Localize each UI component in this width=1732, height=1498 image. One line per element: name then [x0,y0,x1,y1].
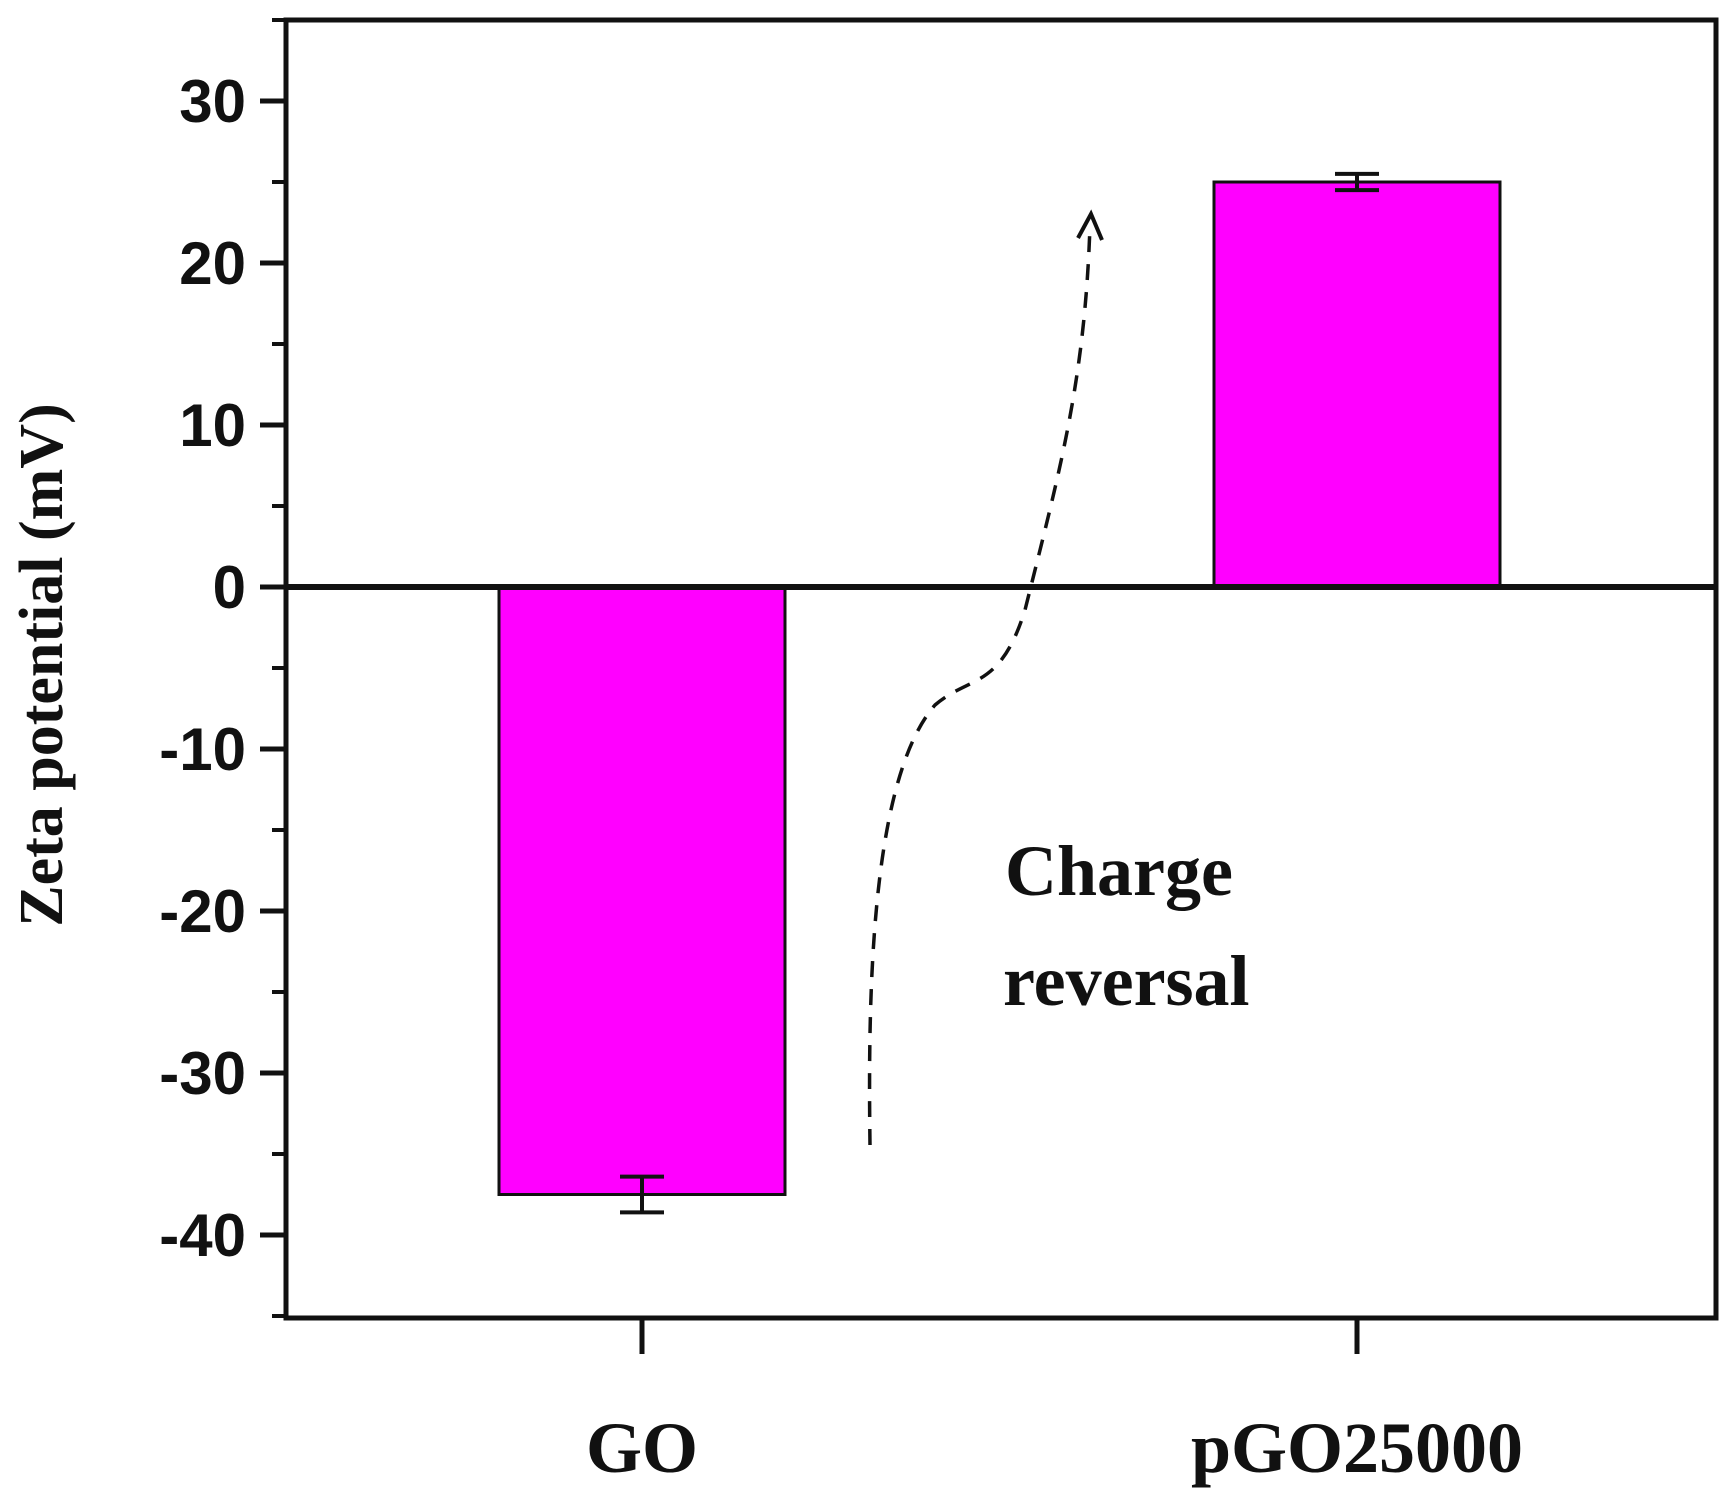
charge-reversal-arrow [867,224,1092,1146]
y-axis-title: Zeta potential (mV) [8,403,76,926]
y-tick-label: -20 [159,878,246,945]
y-tick-label: -10 [159,716,246,783]
x-tick-label-go: GO [586,1408,698,1488]
error-bars-group [620,171,1379,1215]
annotation-reversal: reversal [1003,941,1250,1021]
bar-go [497,585,787,1196]
x-tick-label-pgo25000: pGO25000 [1191,1408,1523,1488]
y-tick-label: -30 [159,1040,246,1107]
y-tick-label: -40 [159,1202,246,1269]
y-axis: 30 20 10 0 -10 -20 -30 -40 [159,18,286,1318]
y-tick-label: 20 [179,230,246,297]
y-tick-label: 30 [179,68,246,135]
arrow-head-icon [1076,209,1104,241]
y-tick-label: 10 [179,392,246,459]
y-tick-label: 0 [213,554,246,621]
bar-pgo25000 [1212,180,1502,589]
annotation-charge: Charge [1005,831,1233,911]
bars-group [497,180,1502,1196]
x-axis: GO pGO25000 [586,1318,1523,1488]
